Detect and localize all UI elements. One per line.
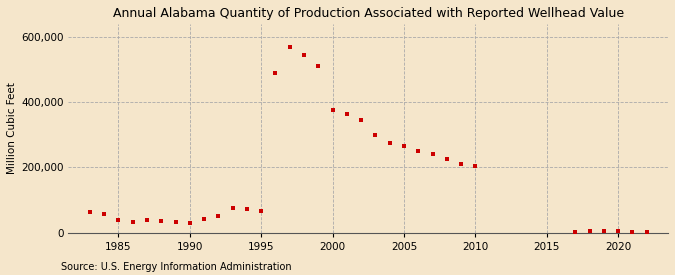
Point	[456, 162, 466, 166]
Point	[584, 229, 595, 233]
Point	[313, 64, 324, 68]
Point	[198, 217, 209, 221]
Point	[613, 229, 624, 233]
Point	[99, 212, 109, 216]
Point	[184, 221, 195, 225]
Point	[570, 229, 580, 234]
Point	[284, 45, 295, 49]
Point	[599, 229, 610, 233]
Point	[142, 218, 153, 223]
Point	[256, 209, 267, 214]
Point	[170, 220, 181, 224]
Point	[384, 141, 395, 145]
Point	[213, 214, 224, 218]
Y-axis label: Million Cubic Feet: Million Cubic Feet	[7, 82, 17, 174]
Point	[641, 230, 652, 234]
Point	[113, 218, 124, 222]
Point	[327, 108, 338, 112]
Point	[128, 219, 138, 224]
Point	[398, 144, 409, 148]
Point	[441, 157, 452, 161]
Point	[370, 133, 381, 137]
Point	[356, 118, 367, 122]
Point	[156, 219, 167, 223]
Text: Source: U.S. Energy Information Administration: Source: U.S. Energy Information Administ…	[61, 262, 292, 272]
Point	[413, 149, 424, 153]
Title: Annual Alabama Quantity of Production Associated with Reported Wellhead Value: Annual Alabama Quantity of Production As…	[113, 7, 624, 20]
Point	[84, 210, 95, 214]
Point	[342, 111, 352, 116]
Point	[270, 71, 281, 75]
Point	[298, 53, 309, 57]
Point	[427, 152, 438, 156]
Point	[227, 206, 238, 210]
Point	[470, 164, 481, 168]
Point	[242, 207, 252, 211]
Point	[627, 229, 638, 234]
